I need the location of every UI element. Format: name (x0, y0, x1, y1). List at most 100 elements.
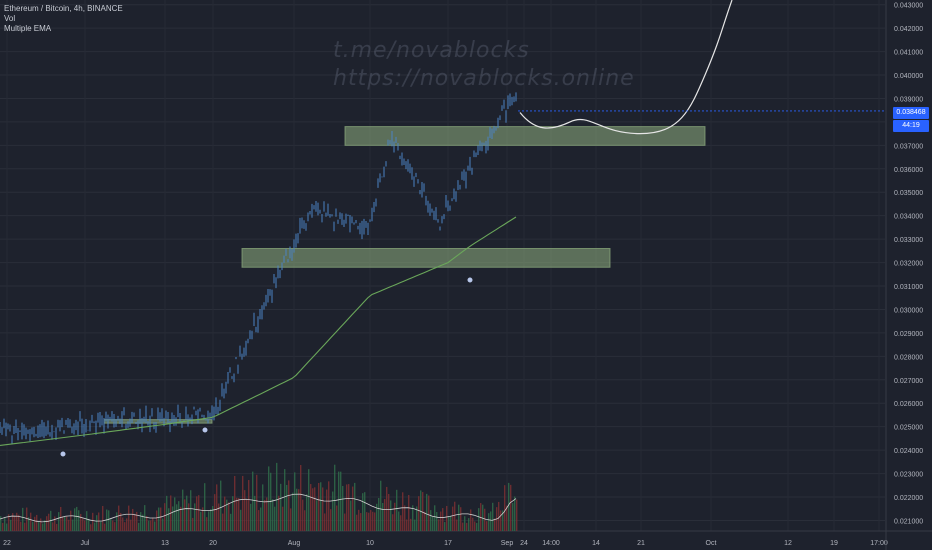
volume-bar (62, 516, 64, 531)
volume-bar (394, 502, 396, 531)
volume-bar (462, 522, 464, 531)
y-tick-label: 0.031000 (894, 284, 923, 291)
volume-bar (60, 506, 62, 531)
volume-bar (46, 516, 48, 531)
volume-bar (418, 496, 420, 531)
volume-bar (244, 490, 246, 531)
volume-bar (98, 512, 100, 531)
volume-bar (274, 506, 276, 531)
volume-bar (258, 510, 260, 531)
y-tick-label: 0.022000 (894, 495, 923, 502)
x-tick-label: 22 (3, 540, 11, 547)
volume-bar (304, 510, 306, 531)
volume-bar (232, 496, 234, 531)
volume-bar (252, 471, 254, 531)
volume-bar (164, 503, 166, 531)
volume-bar (180, 506, 182, 531)
volume-bar (68, 519, 70, 531)
volume-bar (30, 512, 32, 531)
countdown-tag: 44:19 (893, 120, 929, 132)
y-tick-label: 0.028000 (894, 354, 923, 361)
volume-bar (128, 505, 130, 531)
volume-bar (440, 511, 442, 531)
volume-bar (20, 521, 22, 531)
volume-bar (190, 490, 192, 531)
volume-bar (354, 482, 356, 531)
volume-bar (446, 505, 448, 531)
volume-bar (64, 516, 66, 531)
volume-bar (262, 484, 264, 531)
volume-bar (426, 493, 428, 531)
volume-bar (226, 499, 228, 531)
volume-bar (380, 480, 382, 531)
y-tick-label: 0.032000 (894, 261, 923, 268)
volume-bar (326, 489, 328, 531)
volume-bar (178, 501, 180, 531)
volume-bar (72, 519, 74, 531)
volume-bar (24, 522, 26, 531)
volume-bar (126, 518, 128, 531)
volume-bar (52, 522, 54, 531)
volume-bar (150, 520, 152, 531)
volume-bar (512, 503, 514, 531)
volume-bar (8, 514, 10, 531)
volume-bar (176, 504, 178, 531)
volume-bar (352, 486, 354, 531)
y-tick-label: 0.042000 (894, 26, 923, 33)
volume-bar (404, 505, 406, 531)
volume-bar (402, 492, 404, 531)
volume-bar (90, 524, 92, 531)
volume-bar (358, 509, 360, 531)
volume-bar (312, 488, 314, 531)
volume-bar (290, 508, 292, 531)
volume-bar (246, 498, 248, 531)
volume-bar (156, 510, 158, 531)
volume-bar (366, 512, 368, 531)
y-tick-label: 0.025000 (894, 425, 923, 432)
volume-bar (468, 518, 470, 531)
x-tick-label: 17 (444, 540, 452, 547)
volume-bar (172, 506, 174, 531)
volume-bar (458, 504, 460, 531)
volume-bar (202, 507, 204, 531)
volume-bar (356, 514, 358, 531)
volume-bar (280, 483, 282, 531)
volume-bar (250, 503, 252, 531)
volume-bar (322, 487, 324, 531)
volume-bar (360, 513, 362, 531)
volume-bar (94, 522, 96, 531)
volume-bar (368, 512, 370, 531)
volume-bar (18, 514, 20, 531)
volume-bar (100, 521, 102, 531)
volume-bar (444, 522, 446, 531)
volume-bar (174, 497, 176, 531)
y-tick-label: 0.023000 (894, 472, 923, 479)
volume-bar (432, 516, 434, 531)
volume-bar (490, 511, 492, 531)
x-tick-label: 10 (366, 540, 374, 547)
volume-bar (210, 509, 212, 531)
volume-bar (498, 501, 500, 531)
y-tick-label: 0.033000 (894, 237, 923, 244)
x-tick-label: 17:00 (870, 540, 888, 547)
volume-ma-line (0, 493, 517, 523)
volume-bar (460, 507, 462, 531)
volume-bar (44, 520, 46, 531)
volume-indicator-label[interactable]: Vol (4, 14, 16, 23)
volume-bar (378, 497, 380, 531)
symbol-label[interactable]: Ethereum / Bitcoin, 4h, BINANCE (4, 4, 123, 13)
volume-bar (500, 510, 502, 531)
volume-bar (344, 513, 346, 531)
y-tick-label: 0.035000 (894, 190, 923, 197)
volume-bar (256, 474, 258, 531)
volume-bar (516, 499, 518, 531)
ema-indicator-label[interactable]: Multiple EMA (4, 24, 52, 33)
volume-bar (504, 485, 506, 531)
volume-bar (350, 500, 352, 531)
volume-bar (56, 523, 58, 531)
volume-bar (276, 462, 278, 531)
volume-bar (114, 522, 116, 531)
volume-bar (448, 516, 450, 531)
